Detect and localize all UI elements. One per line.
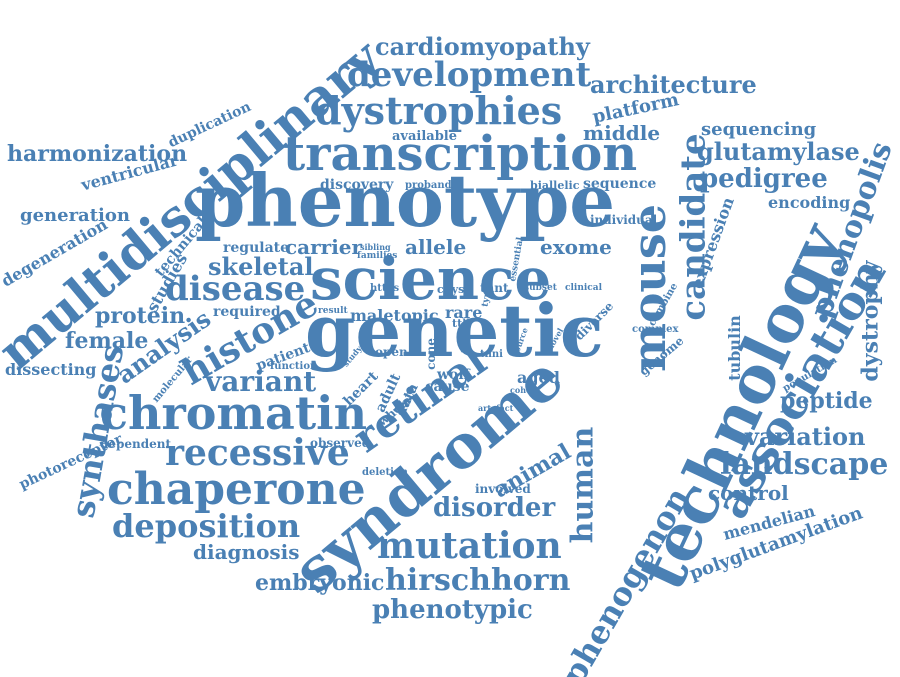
word-development: development xyxy=(347,55,592,95)
word-female: female xyxy=(65,328,149,354)
word-observed: observed xyxy=(310,436,371,450)
word-protein: protein xyxy=(95,303,186,329)
word-middle: middle xyxy=(583,121,661,145)
word-deletion: deletion xyxy=(362,467,408,478)
word-phenotype: phenotype xyxy=(195,158,616,243)
word-biallelic: biallelic xyxy=(530,179,580,192)
word-regulate: regulate xyxy=(223,240,290,256)
word-mutation: mutation xyxy=(377,525,562,567)
word-human: human xyxy=(565,426,601,544)
word-tnnt: tnnt xyxy=(480,281,509,295)
word-dependent: dependent xyxy=(100,437,172,451)
word-control: control xyxy=(708,481,789,505)
word-aged: aged xyxy=(517,368,560,387)
word-peptide: peptide xyxy=(780,388,873,414)
word-phenotypic: phenotypic xyxy=(372,595,533,625)
word-clinical: clinical xyxy=(565,283,603,293)
word-recessive: recessive xyxy=(165,432,350,474)
word-carrier: carrier xyxy=(285,235,363,259)
word-subset: subset xyxy=(524,283,557,293)
word-disease: disease xyxy=(165,269,306,309)
word-https: https xyxy=(370,283,400,294)
word-cohort: cohort xyxy=(510,385,540,395)
word-glutamylase: glutamylase xyxy=(697,137,860,166)
word-tnni: tnni xyxy=(480,349,503,360)
word-sequencing: sequencing xyxy=(701,119,817,140)
word-sibling: sibling xyxy=(360,242,391,252)
word-encoding: encoding xyxy=(768,193,851,212)
word-generation: generation xyxy=(20,205,130,226)
word-discovery: discovery xyxy=(320,177,394,193)
word-hirschhorn: hirschhorn xyxy=(385,563,571,598)
word-required: required xyxy=(213,304,281,320)
word-deposition: deposition xyxy=(112,507,301,545)
word-genetic: genetic xyxy=(305,288,604,373)
word-available: available xyxy=(392,129,457,144)
word-dystrophies: dystrophies xyxy=(315,88,563,133)
word-harmonization: harmonization xyxy=(7,141,188,167)
word-cone: cone xyxy=(423,338,438,370)
word-pedigree: pedigree xyxy=(700,164,828,194)
word-sequence: sequence xyxy=(583,176,657,192)
word-chromatin: chromatin xyxy=(100,386,368,440)
word-variant: variant xyxy=(205,365,317,398)
word-cnys: cnys xyxy=(437,283,465,296)
word-skeletal: skeletal xyxy=(208,252,314,281)
word-result: result xyxy=(318,306,348,316)
word-cardiomyopathy: cardiomyopathy xyxy=(375,32,590,61)
word-chaperone: chaperone xyxy=(107,464,366,515)
word-families: families xyxy=(357,251,398,261)
word-dissecting: dissecting xyxy=(5,360,97,379)
word-proband: proband xyxy=(405,180,452,191)
word-rare: rare xyxy=(445,303,483,322)
word-variation: variation xyxy=(745,422,866,451)
word-individual: individual xyxy=(590,213,658,227)
word-diagnosis: diagnosis xyxy=(193,540,300,564)
word-disorder: disorder xyxy=(433,493,556,523)
word-wolf: wolf xyxy=(437,367,470,383)
word-architecture: architecture xyxy=(590,70,757,99)
word-cause: cause xyxy=(425,379,470,395)
word-transcription: transcription xyxy=(283,126,638,182)
word-maletopic: maletopic xyxy=(350,306,439,325)
word-ttll: ttll xyxy=(452,317,471,330)
word-tubulin: tubulin xyxy=(724,315,744,381)
word-landscape: landscape xyxy=(720,447,889,482)
word-open: open xyxy=(375,345,408,359)
word-function: function xyxy=(270,361,318,372)
word-science: science xyxy=(310,245,552,313)
word-complex: complex xyxy=(632,324,679,335)
word-exome: exome xyxy=(540,235,612,259)
word-embryonic: embryonic xyxy=(255,570,385,596)
word-dystrophy: dystrophy xyxy=(857,260,884,382)
word-involved: involved xyxy=(475,482,531,496)
word-allele: allele xyxy=(405,235,467,259)
word-artefact: artefact xyxy=(478,403,514,413)
